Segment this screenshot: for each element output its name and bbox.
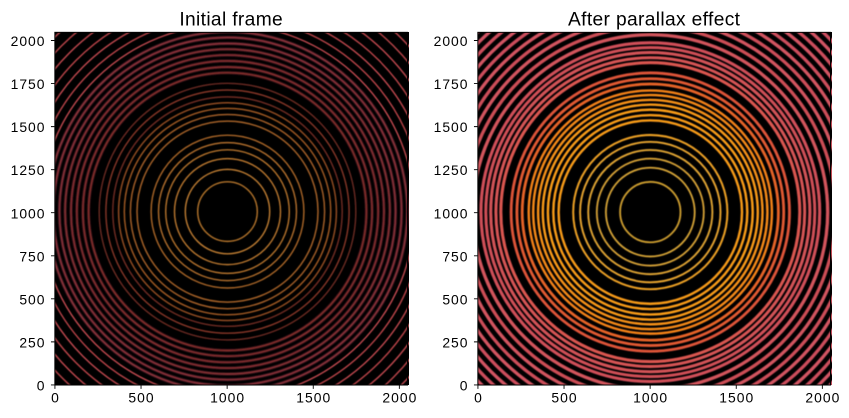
svg-text:1000: 1000 [210, 390, 245, 406]
svg-text:1000: 1000 [11, 205, 46, 221]
svg-text:500: 500 [551, 390, 577, 406]
svg-text:2000: 2000 [805, 390, 840, 406]
svg-text:1750: 1750 [11, 76, 46, 92]
svg-text:2000: 2000 [382, 390, 417, 406]
svg-text:0: 0 [474, 390, 483, 406]
svg-text:1500: 1500 [11, 119, 46, 135]
svg-text:750: 750 [442, 248, 468, 264]
svg-text:1500: 1500 [434, 119, 469, 135]
svg-text:0: 0 [37, 378, 46, 394]
svg-text:1250: 1250 [434, 162, 469, 178]
svg-text:0: 0 [460, 378, 469, 394]
svg-text:1750: 1750 [434, 76, 469, 92]
svg-text:1000: 1000 [633, 390, 668, 406]
svg-text:500: 500 [19, 291, 45, 307]
svg-text:750: 750 [19, 248, 45, 264]
svg-text:250: 250 [442, 334, 468, 350]
svg-text:1000: 1000 [434, 205, 469, 221]
svg-text:1250: 1250 [11, 162, 46, 178]
svg-text:1500: 1500 [296, 390, 331, 406]
svg-text:250: 250 [19, 334, 45, 350]
svg-text:After parallax effect: After parallax effect [568, 9, 741, 30]
svg-text:500: 500 [128, 390, 154, 406]
svg-text:0: 0 [51, 390, 60, 406]
svg-text:2000: 2000 [11, 33, 46, 49]
svg-text:2000: 2000 [434, 33, 469, 49]
svg-text:Initial frame: Initial frame [179, 9, 283, 30]
svg-text:1500: 1500 [719, 390, 754, 406]
svg-text:500: 500 [442, 291, 468, 307]
